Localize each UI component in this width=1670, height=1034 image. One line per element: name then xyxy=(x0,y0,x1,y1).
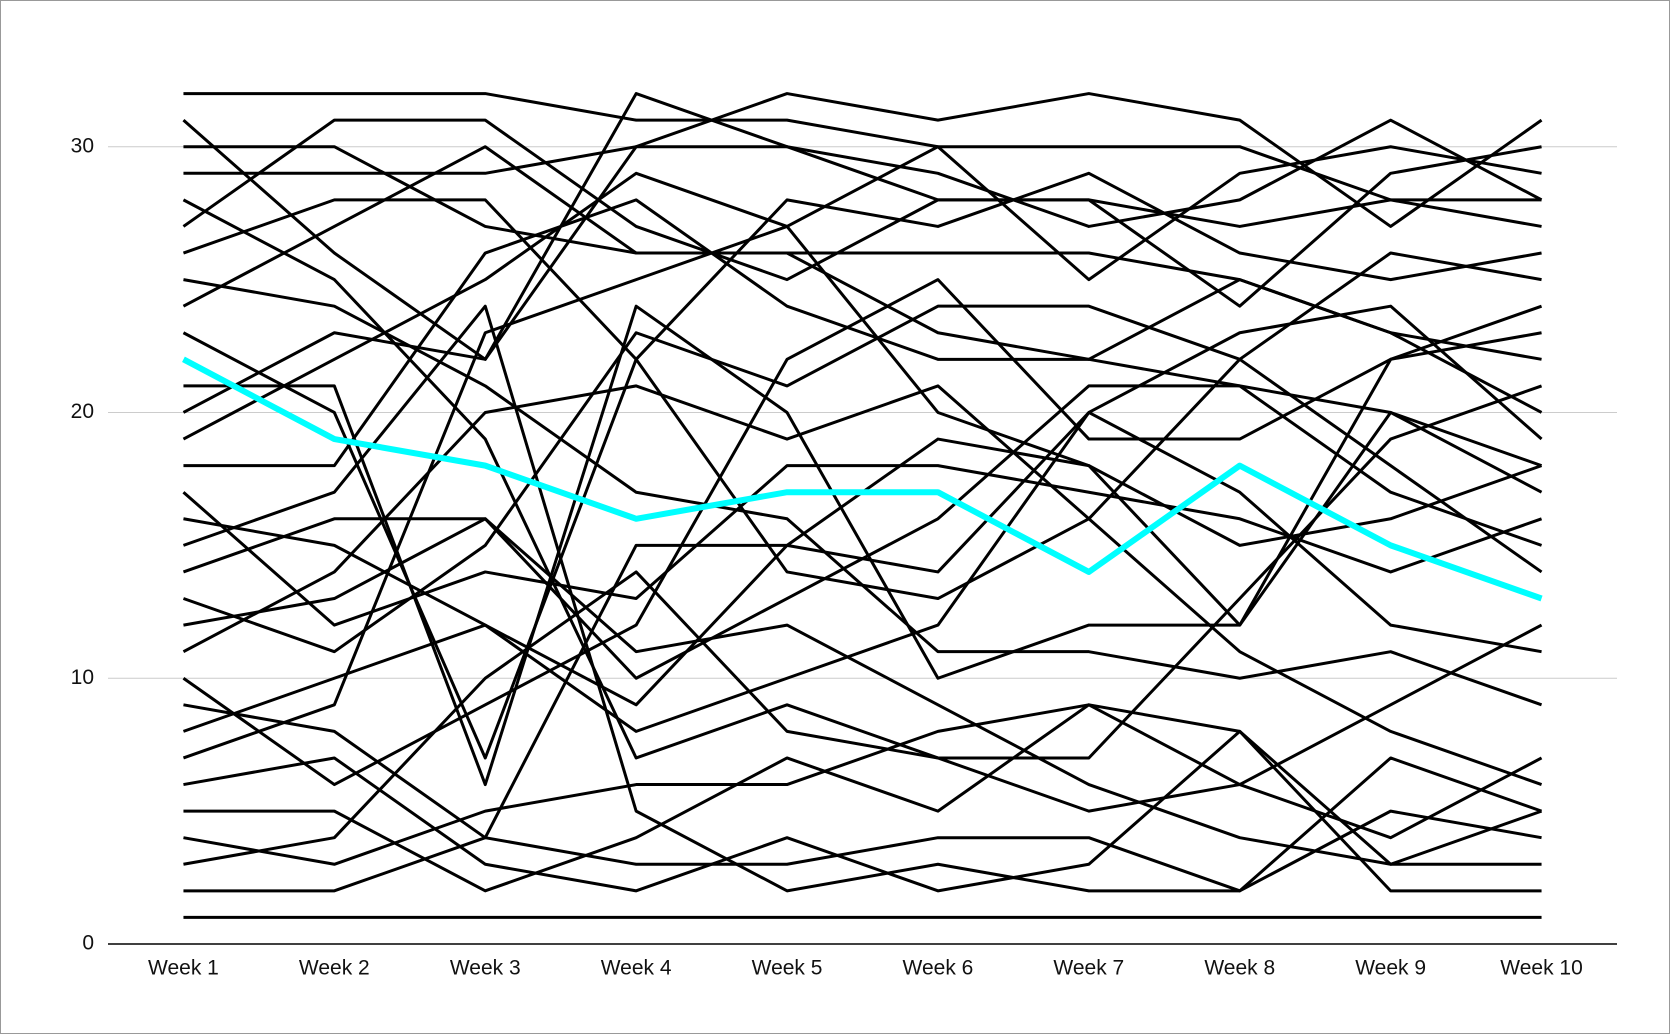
x-tick-label: Week 10 xyxy=(1500,957,1583,980)
series-line xyxy=(183,410,1542,840)
x-tick-label: Week 2 xyxy=(299,957,370,980)
series-line xyxy=(183,517,1542,866)
x-tick-label: Week 7 xyxy=(1053,957,1124,980)
series-line xyxy=(182,304,1543,654)
y-tick-label: 10 xyxy=(71,666,94,689)
series-line xyxy=(183,756,1543,893)
y-tick-label: 20 xyxy=(71,400,94,423)
series-line xyxy=(183,623,1543,893)
x-tick-label: Week 9 xyxy=(1355,957,1426,980)
x-tick-label: Week 1 xyxy=(148,957,219,980)
y-tick-label: 0 xyxy=(82,932,94,955)
x-tick-label: Week 8 xyxy=(1204,957,1275,980)
series-line xyxy=(182,145,1542,441)
x-tick-label: Week 4 xyxy=(601,957,672,980)
series-line xyxy=(183,304,1543,787)
series-line xyxy=(182,145,1543,414)
series-line xyxy=(182,118,1542,308)
x-tick-label: Week 3 xyxy=(450,957,521,980)
series-line xyxy=(182,384,1543,786)
series-line xyxy=(183,703,1543,866)
x-tick-label: Week 5 xyxy=(752,957,823,980)
x-tick-label: Week 6 xyxy=(903,957,974,980)
y-tick-label: 30 xyxy=(71,134,94,157)
series-line xyxy=(182,92,1543,414)
series-line xyxy=(182,304,1543,733)
series-line xyxy=(182,224,1543,760)
series-line xyxy=(182,92,1542,361)
series-line xyxy=(182,198,1542,601)
series-line xyxy=(182,198,1543,760)
series-line xyxy=(182,356,1543,602)
series-line xyxy=(183,570,1543,866)
